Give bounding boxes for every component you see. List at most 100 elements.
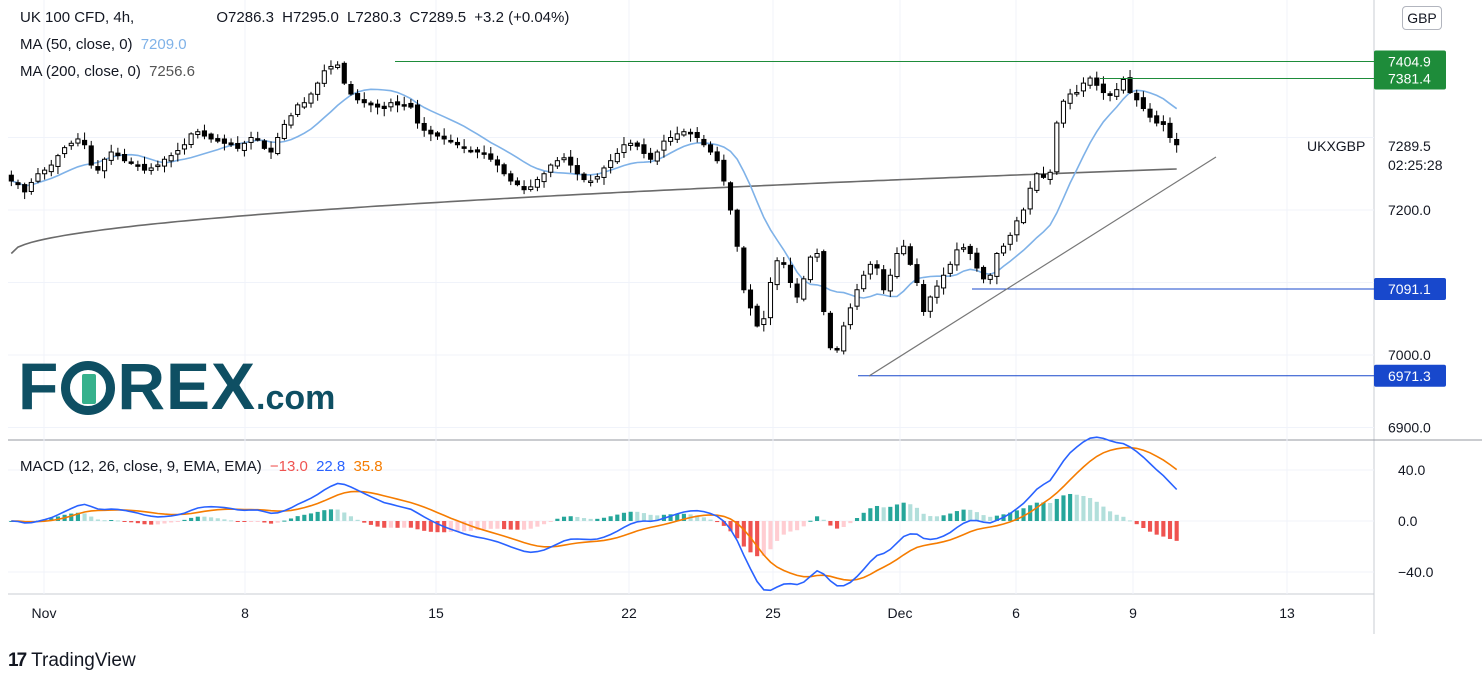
macd-hist-bar bbox=[1174, 521, 1179, 541]
macd-hist-bar bbox=[848, 521, 853, 524]
currency-button[interactable]: GBP bbox=[1402, 6, 1442, 30]
candle-body bbox=[914, 264, 920, 283]
macd-hist-bar bbox=[1008, 512, 1013, 521]
time-tick-label: Dec bbox=[888, 605, 913, 621]
macd-hist-bar bbox=[1154, 521, 1159, 535]
candle-body bbox=[48, 164, 54, 173]
change-value: +3.2 (+0.04%) bbox=[474, 9, 570, 26]
candle-body bbox=[1167, 122, 1173, 138]
symbol-tag: UKXGBP bbox=[1307, 138, 1365, 154]
macd-signal-path bbox=[11, 446, 1178, 582]
candle-body bbox=[541, 173, 547, 183]
macd-legend[interactable]: MACD (12, 26, close, 9, EMA, EMA) −13.0 … bbox=[20, 458, 387, 475]
macd-hist-bar bbox=[715, 521, 720, 523]
ma200-path bbox=[10, 168, 1177, 255]
macd-hist-bar bbox=[462, 521, 467, 532]
candle-body bbox=[534, 179, 540, 188]
macd-hist-bar bbox=[475, 521, 480, 531]
macd-hist-bar bbox=[675, 513, 680, 521]
candle-body bbox=[921, 284, 927, 313]
macd-hist-bar bbox=[75, 512, 80, 521]
candle-body bbox=[135, 164, 141, 167]
ohlc-legend[interactable]: UK 100 CFD, 4h, O7286.3 H7295.0 L7280.3 … bbox=[20, 9, 573, 26]
macd-hist-bar bbox=[888, 506, 893, 521]
tradingview-wordmark: TradingView bbox=[31, 650, 136, 671]
price-axis[interactable]: 7200.0 7000.0 6900.0 40.0 0.0 −40.0 bbox=[1388, 202, 1434, 580]
candle-body bbox=[821, 251, 827, 312]
macd-hist-bar bbox=[189, 517, 194, 521]
candle-body bbox=[847, 307, 853, 326]
macd-hist-bar bbox=[681, 513, 686, 521]
candle-body bbox=[175, 150, 181, 155]
candle-body bbox=[168, 155, 174, 162]
macd-value: 22.8 bbox=[316, 458, 346, 475]
macd-hist-bar bbox=[169, 521, 174, 523]
price-level-badge bbox=[1374, 50, 1446, 73]
macd-hist-bar bbox=[1041, 502, 1046, 521]
macd-hist-bar bbox=[455, 521, 460, 532]
macd-hist-bar bbox=[209, 517, 214, 521]
candle-body bbox=[22, 184, 28, 193]
candle-body bbox=[148, 167, 154, 171]
macd-hist-bar bbox=[202, 516, 207, 521]
candle-body bbox=[414, 104, 421, 124]
macd-hist-bar bbox=[268, 521, 274, 524]
macd-tick-label: 0.0 bbox=[1398, 513, 1418, 529]
candle-body bbox=[1007, 234, 1013, 245]
candle-body bbox=[115, 152, 121, 157]
macd-hist-bar bbox=[235, 521, 240, 522]
macd-hist-bar bbox=[1114, 514, 1119, 521]
candle-body bbox=[901, 245, 907, 255]
tradingview-logo[interactable]: 17 TradingView bbox=[8, 650, 136, 672]
macd-hist-bar bbox=[781, 521, 786, 535]
candle-body bbox=[95, 166, 101, 171]
macd-hist-bar bbox=[129, 521, 134, 523]
forex-logo-o-icon bbox=[61, 361, 116, 415]
candle-body bbox=[261, 140, 267, 149]
macd-hist-bar bbox=[735, 521, 740, 539]
macd-hist-bar bbox=[522, 521, 527, 530]
candle-body bbox=[315, 82, 321, 95]
candle-body bbox=[987, 274, 993, 280]
candle-body bbox=[1047, 171, 1053, 180]
macd-hist-bar bbox=[1088, 497, 1093, 521]
candle-body bbox=[1034, 173, 1040, 191]
macd-hist-bar bbox=[621, 512, 627, 521]
support-trendline[interactable] bbox=[868, 156, 1217, 377]
candle-body bbox=[1060, 100, 1067, 124]
macd-hist-bar bbox=[968, 509, 973, 521]
candle-body bbox=[634, 142, 640, 147]
candle-body bbox=[301, 102, 307, 108]
ma200-legend[interactable]: MA (200, close, 0) 7256.6 bbox=[20, 63, 199, 80]
macd-hist-bar bbox=[708, 519, 713, 521]
candle-body bbox=[881, 269, 887, 291]
candle-body bbox=[1160, 121, 1166, 125]
candle-body bbox=[1100, 83, 1106, 94]
macd-hist-bar bbox=[422, 521, 427, 531]
macd-hist-value: −13.0 bbox=[269, 458, 308, 475]
candle-body bbox=[215, 138, 221, 142]
macd-hist-bar bbox=[222, 519, 227, 521]
macd-hist-bar bbox=[1127, 520, 1133, 522]
macd-tick-label: 40.0 bbox=[1398, 462, 1425, 478]
candle-body bbox=[474, 149, 481, 153]
candle-body bbox=[68, 142, 74, 147]
candle-body bbox=[574, 165, 580, 175]
macd-line-path bbox=[11, 436, 1178, 592]
macd-hist-bar bbox=[1081, 495, 1086, 521]
candle-body bbox=[721, 159, 727, 182]
candle-body bbox=[235, 142, 241, 149]
macd-hist-bar bbox=[1014, 510, 1019, 521]
candle-body bbox=[281, 123, 287, 139]
time-axis[interactable]: Nov 8 15 22 25 Dec 6 9 13 bbox=[32, 605, 1295, 621]
macd-hist-bar bbox=[868, 508, 873, 521]
time-tick-label: Nov bbox=[32, 605, 57, 621]
macd-hist-bar bbox=[388, 521, 393, 528]
macd-hist-bar bbox=[901, 502, 906, 521]
candle-body bbox=[394, 101, 401, 106]
candle-body bbox=[1054, 122, 1060, 173]
macd-hist-bar bbox=[854, 518, 860, 521]
ma50-legend[interactable]: MA (50, close, 0) 7209.0 bbox=[20, 36, 191, 53]
